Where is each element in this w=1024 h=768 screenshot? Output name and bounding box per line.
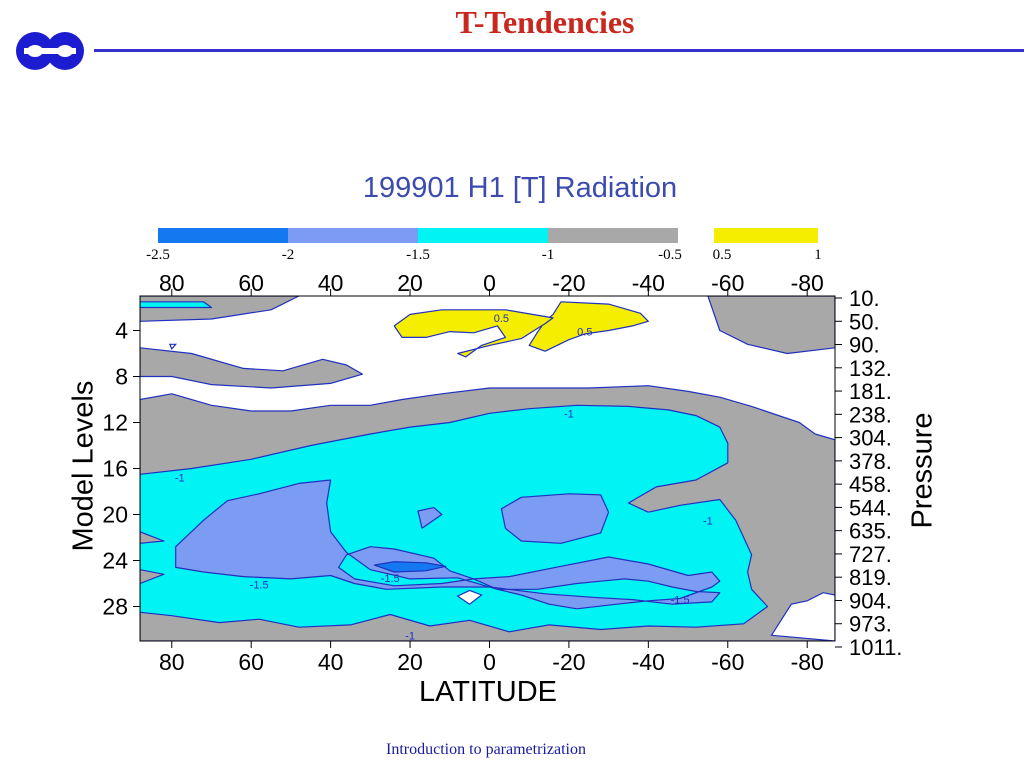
contour-region <box>707 296 835 355</box>
x-tick-label-top: 80 <box>159 270 185 296</box>
pressure-tick-label: 90. <box>849 333 880 358</box>
colorbar-label: -2 <box>282 247 295 263</box>
contour-label: -1 <box>405 630 415 642</box>
contour-region <box>528 301 649 352</box>
contour-region <box>140 347 363 389</box>
chart-title: 199901 H1 [T] Radiation <box>362 172 678 204</box>
contour-region <box>168 343 177 351</box>
x-tick-label-top: -60 <box>711 270 744 296</box>
pressure-axis-title: Pressure <box>906 412 939 529</box>
pressure-tick-label: 635. <box>849 519 892 544</box>
colorbar-label: -0.5 <box>658 247 682 263</box>
contour-region <box>456 589 483 605</box>
pressure-tick-label: 973. <box>849 612 892 637</box>
pressure-tick-label: 378. <box>849 449 892 474</box>
x-tick-label: 80 <box>159 649 185 675</box>
y-tick-label: 24 <box>102 548 128 574</box>
contour-label: -1 <box>175 473 185 485</box>
contour-region <box>175 479 721 610</box>
x-tick-label: -20 <box>552 649 585 675</box>
colorbar-label: 0.5 <box>713 247 732 263</box>
colorbar-label: -1 <box>542 247 555 263</box>
x-tick-label-top: -80 <box>791 270 824 296</box>
y-tick-label: 12 <box>102 410 128 436</box>
pressure-tick-label: 727. <box>849 542 892 567</box>
x-tick-label: 40 <box>318 649 344 675</box>
contour-label: -1 <box>564 408 574 420</box>
y-tick-label: 16 <box>102 456 128 482</box>
pressure-tick-label: 544. <box>849 495 892 520</box>
pressure-tick-label: 181. <box>849 379 892 404</box>
pressure-tick-label: 819. <box>849 565 892 590</box>
contour-label: -1 <box>703 515 713 527</box>
x-tick-label-top: -20 <box>552 270 585 296</box>
colorbar-swatch <box>418 228 548 243</box>
colorbar-swatch <box>288 228 418 243</box>
contour-fill-group <box>140 296 835 641</box>
y-tick-label: 28 <box>102 594 128 620</box>
pressure-tick-label: 132. <box>849 356 892 381</box>
contour-label: -1.5 <box>381 573 400 585</box>
pressure-tick-label: 904. <box>849 588 892 613</box>
x-tick-label: -40 <box>632 649 665 675</box>
x-tick-label-top: 0 <box>483 270 496 296</box>
colorbar-label: 1 <box>814 247 822 263</box>
y-axis-title: Model Levels <box>67 380 100 552</box>
x-tick-label: -80 <box>791 649 824 675</box>
contour-region <box>500 493 610 544</box>
contour-label: 0.5 <box>577 327 592 339</box>
pressure-tick-label: 304. <box>849 426 892 451</box>
x-tick-label: 20 <box>397 649 423 675</box>
x-tick-label-top: 20 <box>397 270 423 296</box>
contour-label: -1.5 <box>250 580 269 592</box>
contour-region <box>393 309 554 358</box>
contour-region <box>373 561 447 573</box>
contour-region <box>417 507 443 529</box>
x-axis-title: LATITUDE <box>418 676 558 708</box>
x-tick-label-top: 60 <box>238 270 264 296</box>
contour-label: -1.5 <box>671 595 690 607</box>
pressure-tick-label: 458. <box>849 472 892 497</box>
contour-region <box>140 301 213 309</box>
contour-label: 0.5 <box>494 313 509 325</box>
x-tick-label: 60 <box>238 649 264 675</box>
colorbar-label: -2.5 <box>146 247 170 263</box>
x-tick-label-top: 40 <box>318 270 344 296</box>
pressure-tick-label: 10. <box>849 286 880 311</box>
y-tick-label: 20 <box>102 502 128 528</box>
colorbar-swatch <box>548 228 678 243</box>
title-rule <box>94 49 1024 52</box>
x-tick-label: -60 <box>711 649 744 675</box>
contour-region <box>770 592 835 641</box>
y-tick-label: 4 <box>115 318 128 344</box>
x-tick-label-top: -40 <box>632 270 665 296</box>
x-tick-label: 0 <box>483 649 496 675</box>
pressure-tick-label: 1011. <box>849 635 902 660</box>
colorbar-swatch <box>714 228 818 243</box>
pressure-tick-label: 50. <box>849 309 880 334</box>
y-tick-label: 8 <box>115 364 128 390</box>
slide-footer: Introduction to parametrization <box>386 741 586 758</box>
colorbar-label: -1.5 <box>406 247 430 263</box>
ecmwf-logo-icon <box>16 32 84 70</box>
colorbar-swatch <box>158 228 288 243</box>
pressure-tick-label: 238. <box>849 402 892 427</box>
slide-title: T-Tendencies <box>455 4 635 40</box>
